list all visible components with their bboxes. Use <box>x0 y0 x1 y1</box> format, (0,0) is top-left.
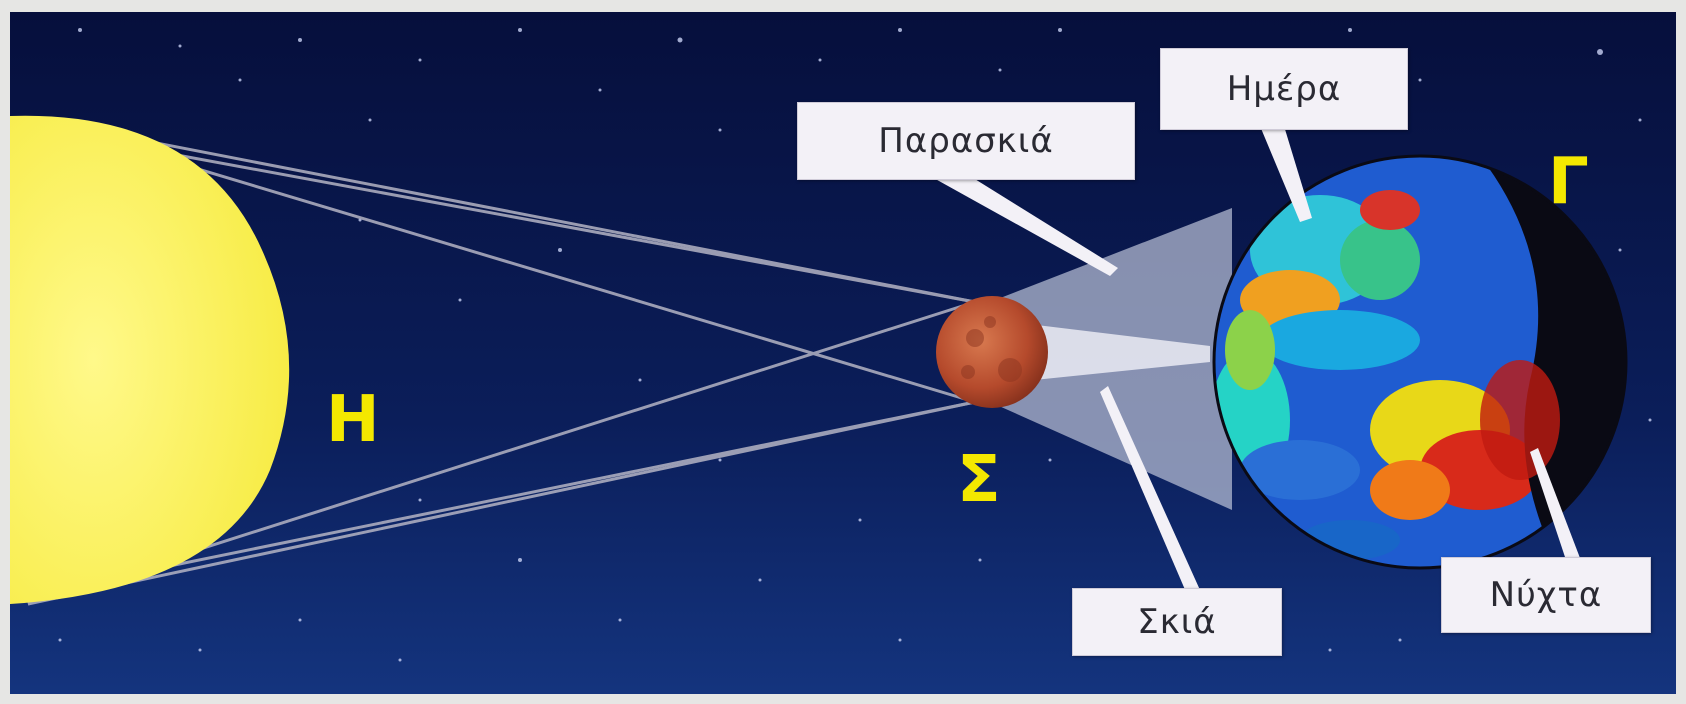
callout-penumbra: Παρασκιά <box>797 102 1135 180</box>
moon <box>936 296 1048 408</box>
sun <box>10 115 290 605</box>
moon-label: Σ <box>957 443 1001 517</box>
pointer-umbra <box>1100 386 1200 592</box>
callout-day: Ημέρα <box>1160 48 1408 130</box>
pointer-night <box>1530 448 1580 560</box>
earth-label: Γ <box>1548 145 1589 219</box>
sun-rays <box>27 116 976 606</box>
callout-night: Νύχτα <box>1441 557 1651 633</box>
moon-craters <box>961 316 1022 382</box>
earth <box>1212 154 1628 570</box>
callout-pointers <box>930 126 1580 592</box>
pointer-penumbra <box>930 176 1118 276</box>
umbra-cone <box>995 320 1210 384</box>
callout-umbra: Σκιά <box>1072 588 1282 656</box>
pointer-day <box>1260 126 1312 222</box>
sun-label: Η <box>326 383 380 457</box>
